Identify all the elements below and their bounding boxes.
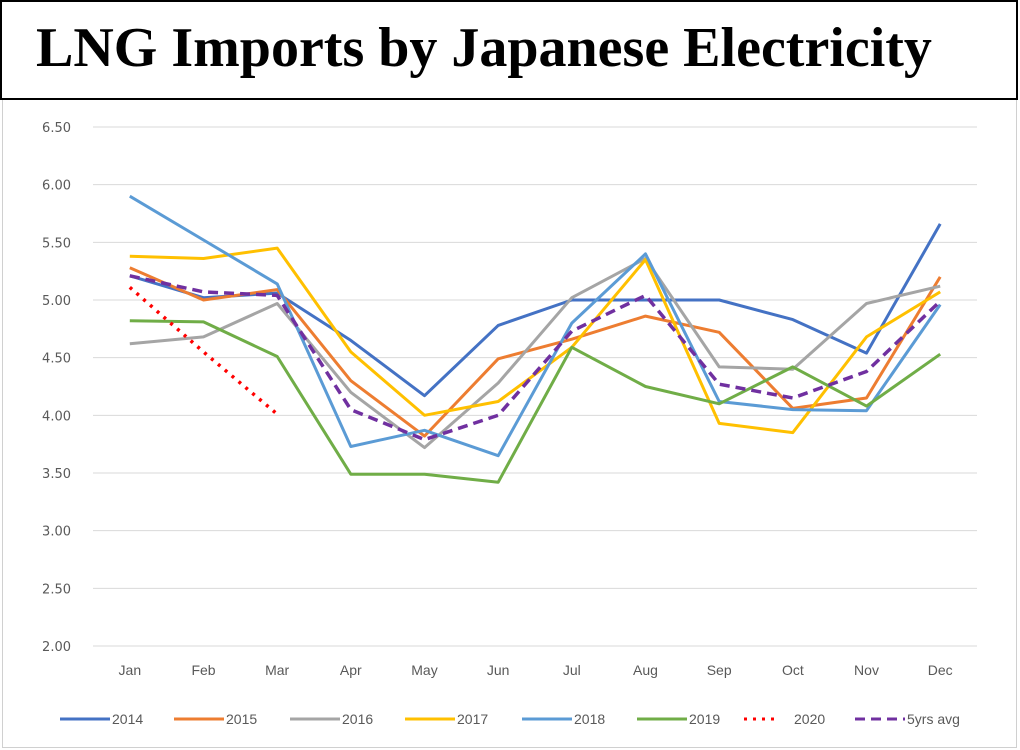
legend-label: 2019	[689, 711, 720, 727]
x-tick-label: Jun	[487, 662, 510, 678]
series-line-2020	[128, 285, 279, 416]
series-line-2016	[129, 257, 941, 450]
chart-title: LNG Imports by Japanese Electricity	[36, 17, 932, 79]
y-tick-label: 6.50	[42, 121, 71, 136]
legend-label: 2014	[112, 711, 143, 727]
x-tick-label: Sep	[707, 662, 732, 678]
x-tick-label: Mar	[265, 662, 289, 678]
legend: 2014 2015 2016 2017 2018 2019 2020 5yrs avg	[60, 711, 960, 727]
legend-label: 2017	[457, 711, 488, 727]
series-line-2018	[129, 194, 942, 458]
series-line-2015	[129, 266, 942, 438]
x-tick-label: Apr	[340, 662, 362, 678]
legend-label: 2015	[226, 711, 257, 727]
y-axis-ticks: 2.00 2.50 3.00 3.50 4.00 4.50 5.00 5.50 6.00 6.50	[42, 121, 71, 655]
legend-label: 2016	[342, 711, 373, 727]
x-tick-label: May	[411, 662, 437, 678]
legend-label: 2020	[794, 711, 825, 727]
series-line-2014	[129, 223, 942, 398]
y-tick-label: 4.50	[42, 352, 71, 367]
y-tick-label: 5.00	[42, 294, 71, 309]
x-tick-label: Jul	[563, 662, 581, 678]
x-tick-label: Dec	[928, 662, 953, 678]
x-tick-label: Feb	[191, 662, 215, 678]
y-tick-label: 3.00	[42, 525, 71, 540]
x-tick-label: Aug	[633, 662, 658, 678]
gridlines	[93, 126, 977, 647]
title-box: LNG Imports by Japanese Electricity	[0, 0, 1018, 100]
x-tick-label: Jan	[119, 662, 142, 678]
series-lines	[128, 194, 942, 484]
series-line-2019	[129, 319, 942, 484]
y-tick-label: 5.50	[42, 236, 71, 251]
x-tick-label: Oct	[782, 662, 804, 678]
y-tick-label: 2.00	[42, 640, 71, 655]
legend-label: 2018	[574, 711, 605, 727]
series-line-5yrs-avg	[129, 274, 942, 442]
y-tick-label: 3.50	[42, 467, 71, 482]
x-axis-ticks: Jan Feb Mar Apr May Jun Jul Aug Sep Oct Nov Dec	[119, 662, 953, 678]
y-tick-label: 2.50	[42, 582, 71, 597]
x-tick-label: Nov	[854, 662, 879, 678]
y-tick-label: 6.00	[42, 179, 71, 194]
y-tick-label: 4.00	[42, 409, 71, 424]
legend-label: 5yrs avg	[907, 711, 960, 727]
